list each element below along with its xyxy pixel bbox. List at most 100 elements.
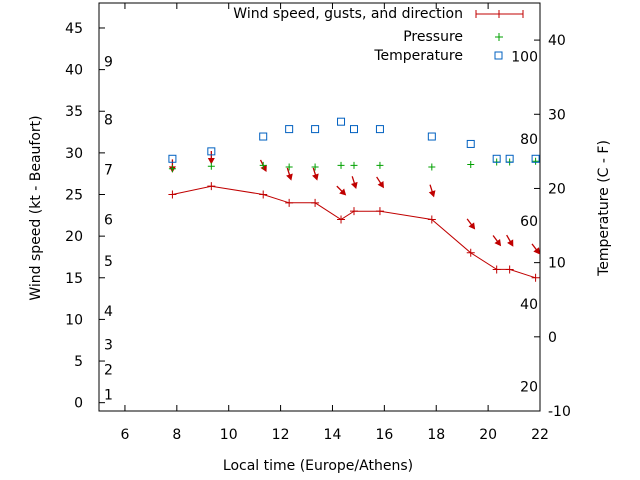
temperature-point: [350, 125, 359, 134]
y-tick-label: 10: [65, 312, 83, 328]
beaufort-label: 3: [104, 337, 113, 353]
plot-frame-group: [98, 2, 541, 412]
y2-axis-label: Temperature (C - F): [596, 140, 612, 277]
y-axis-label: Wind speed (kt - Beaufort): [28, 115, 44, 300]
wind-speed-point: [375, 207, 384, 216]
wind-speed-point: [311, 198, 320, 207]
y-tick-label: 35: [65, 104, 83, 120]
wind-speed-point: [207, 182, 216, 191]
y-tick-label: 20: [65, 229, 83, 245]
x-tick-label: 10: [220, 427, 238, 443]
fahrenheit-label: 100: [511, 49, 538, 65]
pressure-point: [311, 163, 319, 171]
x-tick-label: 18: [427, 427, 445, 443]
beaufort-label: 6: [104, 212, 113, 228]
beaufort-label: 8: [104, 113, 113, 129]
wind-speed-point: [427, 215, 436, 224]
legend-label-pressure: Pressure: [403, 29, 463, 45]
x-tick-label: 12: [272, 427, 290, 443]
wind-speed-point: [337, 215, 346, 224]
legend-label-wind: Wind speed, gusts, and direction: [233, 6, 463, 22]
wind-speed-point: [168, 190, 177, 199]
legend-swatch-pressure: [495, 33, 503, 41]
y-tick-label: 15: [65, 271, 83, 287]
y-tick-label: 40: [65, 63, 83, 79]
y-tick-label: 25: [65, 188, 83, 204]
wind-direction-arrow: [286, 167, 293, 181]
x-tick-label: 22: [531, 427, 549, 443]
data-marks: [168, 117, 541, 282]
pressure-point: [428, 163, 436, 171]
x-tick-label: 20: [479, 427, 497, 443]
wind-speed-point: [259, 190, 268, 199]
beaufort-label: 4: [104, 304, 113, 320]
beaufort-label: 9: [104, 54, 113, 70]
wind-speed-point: [350, 207, 359, 216]
pressure-point: [350, 161, 358, 169]
legend-swatch-temperature: [494, 51, 503, 60]
temperature-point: [505, 154, 514, 163]
wind-direction-arrow: [531, 243, 541, 255]
legend: Wind speed, gusts, and direction Pressure…: [233, 6, 524, 64]
y2-tick-label: 10: [548, 256, 566, 272]
y-tick-label: 5: [74, 354, 83, 370]
axis-ticks: 6 8 10 12 14 16 18 20 22051015202530354045-10010…: [65, 3, 571, 443]
temperature-point: [375, 125, 384, 134]
wind-direction-arrow: [428, 184, 436, 198]
wind-direction-arrow: [336, 185, 347, 196]
x-tick-label: 8: [172, 427, 181, 443]
beaufort-label: 2: [104, 362, 113, 378]
y2-tick-label: 30: [548, 107, 566, 123]
temperature-point: [168, 154, 177, 163]
x-tick-label: 14: [324, 427, 342, 443]
x-tick-label: 16: [375, 427, 393, 443]
wind-direction-arrow: [207, 151, 215, 165]
wind-direction-arrow: [376, 176, 384, 189]
wind-direction-arrow: [506, 234, 514, 247]
wind-direction-arrow: [312, 167, 319, 181]
y2-tick-label: 20: [548, 181, 566, 197]
fahrenheit-label: 20: [520, 380, 538, 396]
unit-conversion-labels: 1 2 3 4 5 6 7 8 9 20 40 60 80 100: [104, 49, 538, 403]
legend-swatch-wind: [475, 10, 524, 18]
temperature-point: [207, 147, 216, 156]
temperature-point: [311, 125, 320, 134]
y-tick-label: 0: [74, 396, 83, 412]
wind-speed-point: [492, 265, 501, 274]
wind-speed-point: [285, 198, 294, 207]
y2-tick-label: -10: [548, 404, 571, 420]
temperature-point: [337, 117, 346, 126]
pressure-point: [467, 161, 475, 169]
plot-frame: [98, 2, 541, 412]
beaufort-label: 5: [104, 254, 113, 270]
wind-speed-line: [172, 185, 536, 279]
pressure-point: [376, 161, 384, 169]
pressure-point: [168, 165, 176, 173]
y2-tick-label: 0: [548, 330, 557, 346]
temperature-point: [285, 125, 294, 134]
temperature-point: [427, 132, 436, 141]
x-axis-label: Local time (Europe/Athens): [223, 458, 413, 474]
fahrenheit-label: 60: [520, 214, 538, 230]
legend-label-temperature: Temperature: [373, 48, 463, 64]
temperature-point: [531, 154, 540, 163]
beaufort-label: 1: [104, 387, 113, 403]
wind-speed-point: [531, 273, 540, 282]
wind-direction-arrow: [466, 218, 476, 230]
pressure-point: [207, 162, 215, 170]
wind-speed-point: [505, 265, 514, 274]
pressure-point: [285, 163, 293, 171]
pressure-point: [337, 161, 345, 169]
wind-direction-arrow: [492, 235, 502, 247]
pressure-point: [532, 157, 540, 165]
wind-direction-arrow: [350, 176, 358, 190]
y-tick-label: 45: [65, 21, 83, 37]
temperature-point: [466, 139, 475, 148]
fahrenheit-label: 80: [520, 132, 538, 148]
temperature-point: [492, 154, 501, 163]
y2-tick-label: 40: [548, 33, 566, 49]
wind-speed-point: [466, 248, 475, 257]
beaufort-label: 7: [104, 163, 113, 179]
temperature-point: [259, 132, 268, 141]
